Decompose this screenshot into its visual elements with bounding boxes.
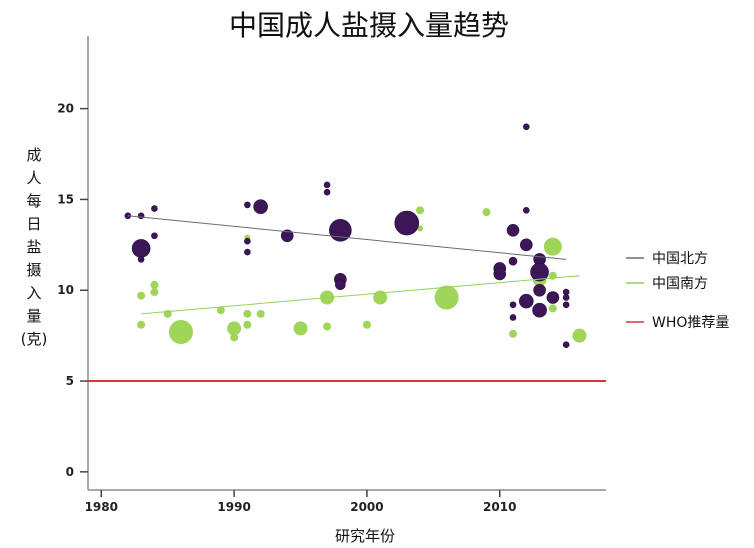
north-data-point xyxy=(523,207,530,214)
south-data-point xyxy=(216,306,225,315)
south-data-point xyxy=(168,320,193,345)
south-data-point xyxy=(373,290,388,305)
y-axis-label-char: 入 xyxy=(26,284,41,302)
y-axis-ticks: 0 5 10 15 20 xyxy=(57,102,88,479)
south-data-point xyxy=(256,309,265,318)
north-trend-line xyxy=(127,215,567,260)
north-data-point xyxy=(546,291,560,304)
south-data-point xyxy=(137,320,146,329)
x-tick-label: 2000 xyxy=(350,500,383,514)
south-data-point xyxy=(150,288,159,297)
south-data-point xyxy=(293,321,308,336)
y-axis-label-char: 摄 xyxy=(26,261,41,279)
north-data-point xyxy=(280,229,294,243)
north-data-point xyxy=(562,294,570,301)
north-data-point xyxy=(329,219,352,242)
x-tick-label: 1990 xyxy=(217,500,250,514)
south-trend-line xyxy=(141,275,580,315)
south-data-point xyxy=(509,329,518,338)
south-data-point xyxy=(572,328,587,343)
north-data-point xyxy=(151,232,158,240)
north-data-point xyxy=(244,201,251,209)
y-tick-label: 0 xyxy=(66,465,74,479)
north-data-point xyxy=(520,238,533,252)
legend-label-north: 中国北方 xyxy=(652,251,708,267)
north-data-point xyxy=(523,123,530,131)
north-data-point xyxy=(151,205,158,212)
legend: 中国北方 中国南方 WHO推荐量 xyxy=(626,251,729,331)
north-data-point xyxy=(137,256,145,263)
legend-label-who: WHO推荐量 xyxy=(652,315,729,331)
north-data-point xyxy=(562,301,570,309)
y-tick-label: 20 xyxy=(57,102,74,116)
north-data-point xyxy=(562,341,570,349)
south-data-point xyxy=(362,320,371,329)
south-data-point xyxy=(243,309,252,318)
north-data-point xyxy=(509,301,517,309)
y-tick-label: 10 xyxy=(57,283,74,297)
y-axis-label-char: 成 xyxy=(26,146,41,164)
north-data-point xyxy=(323,181,331,189)
y-axis-label-char: (克) xyxy=(21,330,48,348)
north-data-point xyxy=(493,267,507,281)
x-axis-ticks: 1980 1990 2000 2010 xyxy=(85,490,516,514)
north-data-point xyxy=(131,239,151,258)
north-data-point xyxy=(562,288,570,296)
y-axis-label-char: 日 xyxy=(26,215,41,233)
x-axis-label: 研究年份 xyxy=(335,527,395,545)
chart-title: 中国成人盐摄入量趋势 xyxy=(229,9,509,42)
north-data-point xyxy=(519,293,534,309)
y-axis-label-char: 盐 xyxy=(26,238,41,256)
y-tick-label: 15 xyxy=(57,192,74,206)
south-data-point xyxy=(137,291,146,300)
south-data-point xyxy=(548,304,557,313)
south-data-point xyxy=(243,320,252,329)
y-axis-label-char: 量 xyxy=(26,307,41,325)
north-data-point xyxy=(530,262,549,282)
y-axis-label-char: 人 xyxy=(26,169,41,187)
south-data-point xyxy=(543,237,562,256)
plot-area xyxy=(88,123,606,383)
south-data-point xyxy=(482,208,491,217)
y-axis-label-char: 每 xyxy=(26,192,41,210)
south-data-point xyxy=(434,285,459,310)
north-data-point xyxy=(323,188,331,196)
x-tick-label: 2010 xyxy=(483,500,516,514)
south-data-point xyxy=(417,225,424,232)
north-data-point xyxy=(506,224,520,237)
x-tick-label: 1980 xyxy=(85,500,118,514)
north-data-point xyxy=(532,302,547,318)
north-data-point xyxy=(533,283,546,297)
north-data-point xyxy=(244,248,251,256)
y-tick-label: 5 xyxy=(66,374,74,388)
north-data-point xyxy=(253,199,268,215)
north-data-point xyxy=(509,314,517,321)
south-data-point xyxy=(416,206,425,215)
south-data-point xyxy=(230,333,239,342)
north-data-point xyxy=(508,256,518,266)
legend-label-south: 中国南方 xyxy=(652,276,708,292)
north-data-point xyxy=(244,237,251,245)
south-data-point xyxy=(227,321,242,336)
north-data-point xyxy=(335,279,346,291)
north-data-point xyxy=(394,210,420,236)
south-data-point xyxy=(323,322,332,331)
north-data-point xyxy=(137,212,145,220)
south-data-point xyxy=(150,280,159,289)
